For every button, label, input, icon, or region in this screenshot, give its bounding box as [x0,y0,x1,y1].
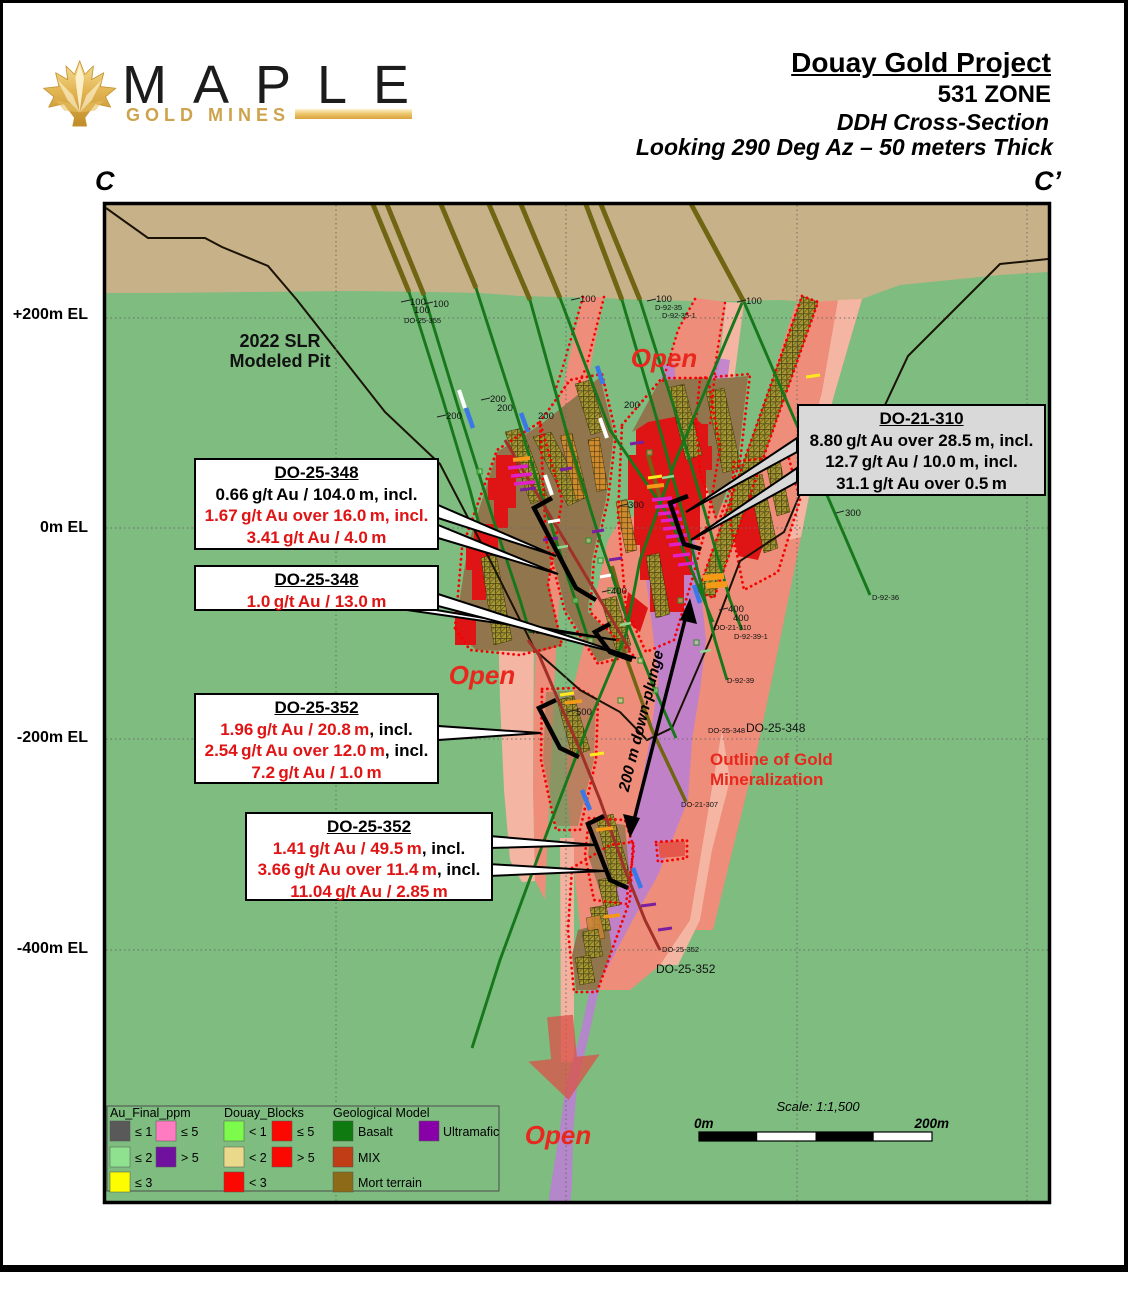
svg-text:D-92-39: D-92-39 [727,676,754,685]
svg-text:100: 100 [414,305,430,316]
svg-text:Au_Final_ppm: Au_Final_ppm [110,1106,191,1120]
svg-text:400: 400 [611,586,627,597]
svg-text:GOLD MINES: GOLD MINES [126,105,290,125]
svg-text:≤ 1: ≤ 1 [135,1125,152,1139]
svg-text:0m: 0m [694,1116,714,1131]
svg-text:Modeled Pit: Modeled Pit [229,351,330,371]
svg-text:Mort terrain: Mort terrain [358,1176,422,1190]
svg-text:DO-25-348: DO-25-348 [708,726,745,735]
svg-text:DO-25-352: DO-25-352 [662,945,699,954]
svg-text:D-92-36: D-92-36 [872,593,899,602]
svg-text:Open: Open [525,1120,591,1150]
svg-text:200: 200 [497,403,513,414]
svg-text:D-92-39-1: D-92-39-1 [734,632,768,641]
svg-text:100: 100 [580,294,596,305]
svg-text:Open: Open [449,660,515,690]
svg-text:500: 500 [576,707,592,718]
svg-text:> 5: > 5 [297,1151,315,1165]
svg-text:DO-25-352: DO-25-352 [656,962,716,976]
svg-text:< 2: < 2 [249,1151,267,1165]
svg-text:Ultramafic: Ultramafic [443,1125,499,1139]
svg-text:> 5: > 5 [181,1151,199,1165]
svg-text:MIX: MIX [358,1151,381,1165]
svg-text:200: 200 [624,400,640,411]
svg-text:DO-25-355: DO-25-355 [404,316,441,325]
svg-text:Douay_Blocks: Douay_Blocks [224,1106,304,1120]
svg-text:DO-21-307: DO-21-307 [681,800,718,809]
svg-text:200: 200 [446,411,462,422]
svg-text:300: 300 [845,508,861,519]
svg-text:100: 100 [433,299,449,310]
svg-text:Outline of Gold: Outline of Gold [710,750,833,769]
svg-text:D-92-35-1: D-92-35-1 [662,311,696,320]
svg-text:Scale: 1:1,500: Scale: 1:1,500 [776,1099,860,1114]
svg-text:< 1: < 1 [249,1125,267,1139]
svg-text:100: 100 [410,297,426,308]
svg-text:≤ 5: ≤ 5 [297,1125,314,1139]
svg-text:400: 400 [733,613,749,624]
svg-text:200: 200 [538,411,554,422]
svg-text:< 3: < 3 [249,1176,267,1190]
svg-text:≤ 5: ≤ 5 [181,1125,198,1139]
svg-text:≤ 2: ≤ 2 [135,1151,152,1165]
svg-text:DO-21-310: DO-21-310 [714,623,751,632]
svg-text:D-92-35: D-92-35 [655,303,682,312]
svg-text:MAPLE: MAPLE [122,55,435,115]
svg-text:200m: 200m [913,1116,949,1131]
svg-text:Basalt: Basalt [358,1125,393,1139]
svg-text:Open: Open [631,343,697,373]
svg-text:2022 SLR: 2022 SLR [239,331,320,351]
svg-text:200: 200 [490,394,506,405]
svg-text:Geological Model: Geological Model [333,1106,430,1120]
svg-text:300: 300 [628,500,644,511]
svg-text:Mineralization: Mineralization [710,770,823,789]
svg-text:≤ 3: ≤ 3 [135,1176,152,1190]
svg-text:DO-25-348: DO-25-348 [746,721,806,735]
svg-text:100: 100 [746,296,762,307]
svg-text:400: 400 [728,604,744,615]
svg-text:100: 100 [656,294,672,305]
